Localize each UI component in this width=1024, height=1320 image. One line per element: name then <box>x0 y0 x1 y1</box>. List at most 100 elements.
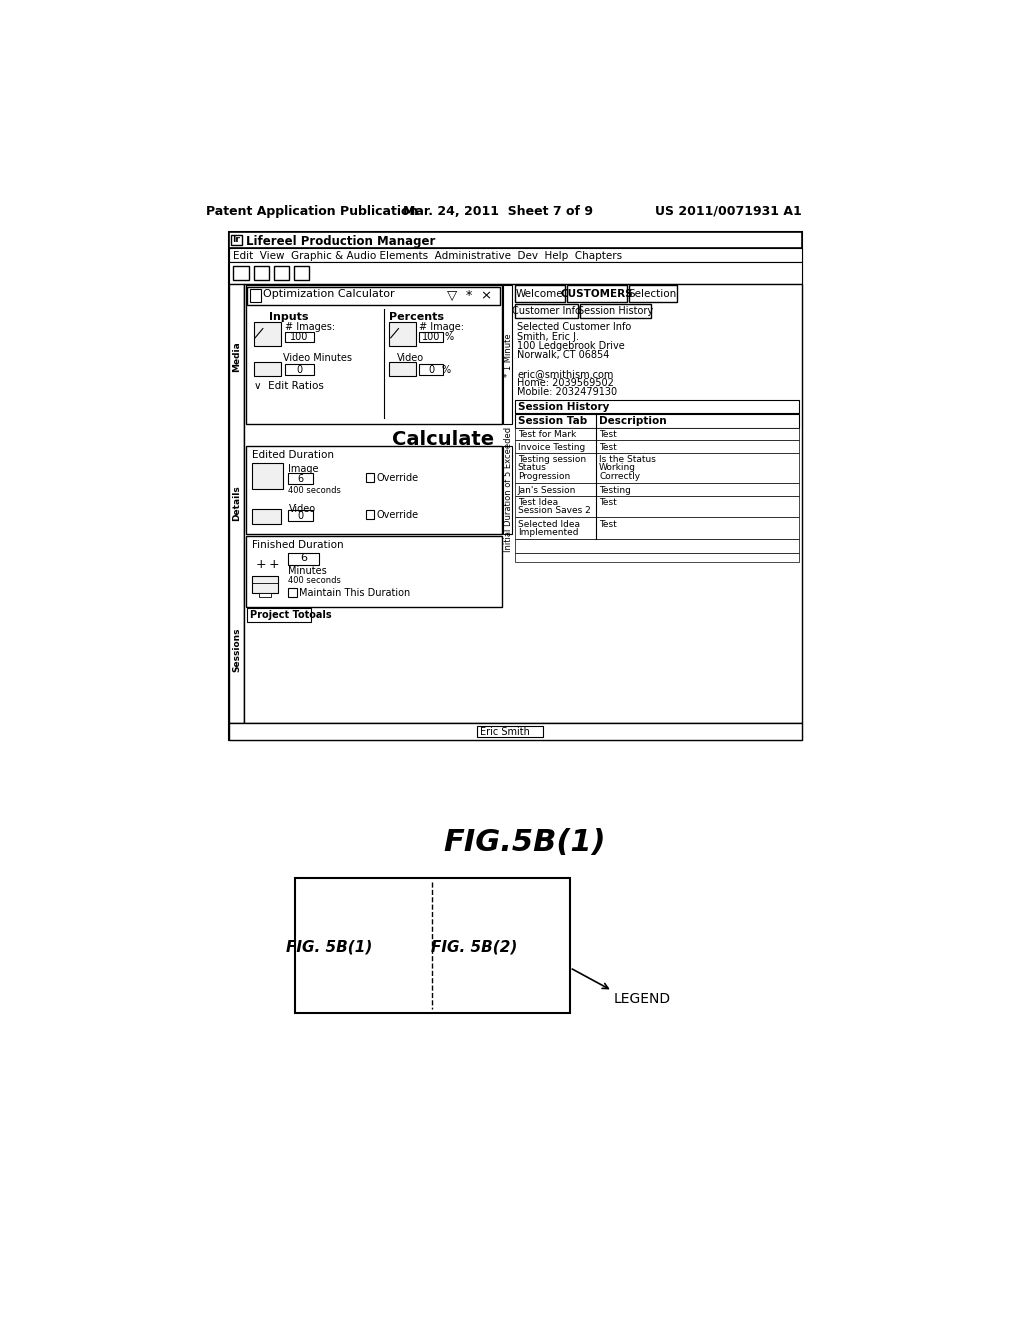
Bar <box>515 441 799 453</box>
Text: FIG. 5B(1): FIG. 5B(1) <box>287 940 373 954</box>
Polygon shape <box>407 364 415 374</box>
Text: 0: 0 <box>296 364 302 375</box>
Bar <box>419 364 443 375</box>
Polygon shape <box>271 364 280 374</box>
Text: Session Tab: Session Tab <box>518 416 587 426</box>
Bar <box>477 726 543 737</box>
Text: eric@smithism.com: eric@smithism.com <box>517 368 613 379</box>
Bar <box>252 508 282 524</box>
Text: Minutes: Minutes <box>289 566 328 577</box>
Text: Smith, Eric J.: Smith, Eric J. <box>517 331 579 342</box>
Bar <box>366 474 375 482</box>
Text: Media: Media <box>232 342 241 372</box>
Bar <box>254 322 281 346</box>
Bar <box>515 517 799 539</box>
Text: Override: Override <box>377 474 419 483</box>
Text: Testing: Testing <box>599 486 631 495</box>
Text: Working: Working <box>599 463 636 473</box>
Text: Selection: Selection <box>629 289 677 298</box>
Text: # Images:: # Images: <box>285 322 335 333</box>
Bar <box>295 878 569 1014</box>
Bar <box>580 304 651 318</box>
Text: 400 seconds: 400 seconds <box>289 486 341 495</box>
Bar <box>228 248 802 263</box>
Bar <box>233 267 249 280</box>
Bar <box>503 285 512 424</box>
Text: Customer Info: Customer Info <box>512 306 581 317</box>
Bar <box>515 414 799 428</box>
Text: Video: Video <box>397 354 424 363</box>
Bar <box>228 263 802 284</box>
Text: 6: 6 <box>300 553 307 564</box>
Text: +: + <box>256 558 266 572</box>
Text: LEGEND: LEGEND <box>614 993 671 1006</box>
Text: Session History: Session History <box>578 306 653 317</box>
Text: Video Minutes: Video Minutes <box>283 354 352 363</box>
Text: Test: Test <box>599 520 616 528</box>
Bar <box>228 231 802 248</box>
Bar <box>515 285 565 302</box>
Bar <box>289 589 297 597</box>
Text: Initial Duration of 5 Exceeded: Initial Duration of 5 Exceeded <box>504 426 513 552</box>
Bar <box>248 609 311 622</box>
Text: Image: Image <box>289 465 318 474</box>
Bar <box>246 536 502 607</box>
Text: Patent Application Publication: Patent Application Publication <box>206 205 418 218</box>
Text: Welcome: Welcome <box>516 289 563 298</box>
Text: 100 Ledgebrook Drive: 100 Ledgebrook Drive <box>517 341 625 351</box>
Text: Test: Test <box>599 498 616 507</box>
Text: Test for Mark: Test for Mark <box>518 430 577 440</box>
Bar <box>252 576 279 593</box>
Text: 0: 0 <box>298 511 304 521</box>
Text: Finished Duration: Finished Duration <box>252 540 344 550</box>
Text: Video: Video <box>289 504 315 513</box>
Text: Maintain This Duration: Maintain This Duration <box>299 589 411 598</box>
Text: Progression: Progression <box>518 471 570 480</box>
Polygon shape <box>272 510 280 524</box>
Text: Percents: Percents <box>389 312 444 322</box>
Bar <box>254 267 269 280</box>
Bar <box>259 593 271 597</box>
Bar <box>245 284 802 723</box>
Text: %: % <box>445 333 454 342</box>
Text: ∨  Edit Ratios: ∨ Edit Ratios <box>254 381 324 391</box>
Bar <box>515 483 799 496</box>
Text: Selected Idea: Selected Idea <box>518 520 580 528</box>
Text: Mar. 24, 2011  Sheet 7 of 9: Mar. 24, 2011 Sheet 7 of 9 <box>403 205 593 218</box>
Text: Implemented: Implemented <box>518 528 579 537</box>
Text: 0: 0 <box>428 364 434 375</box>
Bar <box>285 364 314 375</box>
Text: Home: 2039569502: Home: 2039569502 <box>517 378 614 388</box>
Text: Override: Override <box>377 511 419 520</box>
Text: Norwalk, CT 06854: Norwalk, CT 06854 <box>517 350 609 360</box>
Text: Test: Test <box>599 430 616 440</box>
Bar <box>248 286 500 305</box>
Bar <box>273 267 289 280</box>
Text: Test Idea: Test Idea <box>518 498 558 507</box>
Text: Session History: Session History <box>518 403 609 412</box>
Bar <box>294 267 309 280</box>
Bar <box>515 496 799 517</box>
Bar <box>419 331 443 342</box>
Bar <box>289 511 313 521</box>
Text: 400 seconds: 400 seconds <box>289 576 341 585</box>
Text: 6: 6 <box>298 474 304 484</box>
Text: FIG.5B(1): FIG.5B(1) <box>443 829 606 857</box>
Text: +: + <box>268 558 279 572</box>
Text: 100: 100 <box>422 333 440 342</box>
Text: Is the Status: Is the Status <box>599 455 656 463</box>
Text: Edited Duration: Edited Duration <box>252 450 334 461</box>
Bar <box>389 322 417 346</box>
Text: Eric Smith: Eric Smith <box>480 726 529 737</box>
Text: # Image:: # Image: <box>419 322 464 333</box>
Text: Details: Details <box>232 486 241 521</box>
Text: FIG. 5B(2): FIG. 5B(2) <box>431 940 517 954</box>
Text: CUSTOMERS: CUSTOMERS <box>560 289 633 298</box>
Bar <box>366 511 375 519</box>
Bar <box>246 285 502 424</box>
Bar <box>252 462 283 488</box>
Text: Jan's Session: Jan's Session <box>518 486 577 495</box>
Bar <box>250 289 261 302</box>
Bar <box>515 539 799 553</box>
Bar <box>515 553 799 562</box>
